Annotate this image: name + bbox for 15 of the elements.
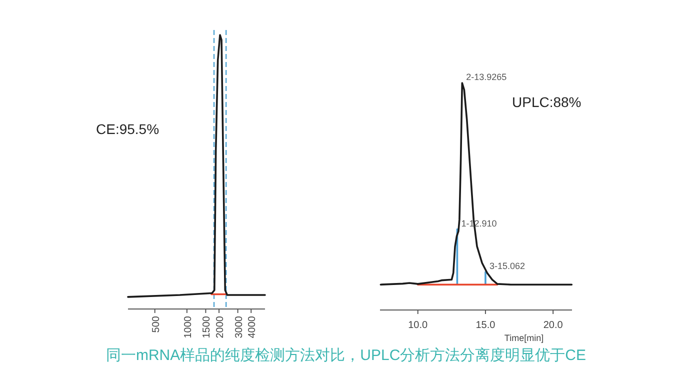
x-axis-title: Time[min] bbox=[504, 333, 544, 343]
x-tick-label: 3000 bbox=[234, 316, 245, 338]
x-tick-label: 1000 bbox=[182, 316, 194, 338]
annotation: CE:95.5% bbox=[96, 121, 160, 137]
x-tick-label: 20.0 bbox=[543, 320, 564, 331]
x-tick-label: 15.0 bbox=[476, 320, 496, 331]
x-tick-label: 500 bbox=[150, 316, 162, 333]
x-tick-label: 10.0 bbox=[408, 320, 428, 331]
annotation: 2-13.9265 bbox=[466, 72, 507, 82]
x-tick-label: 1500 bbox=[202, 316, 213, 338]
x-tick-label: 2000 bbox=[215, 316, 226, 338]
text: 同一mRNA样品的纯度检测方法对比，UPLC分析方法分离度明显优于CE bbox=[106, 347, 586, 364]
annotation: 3-15.062 bbox=[489, 261, 525, 271]
annotation: UPLC:88% bbox=[512, 94, 582, 110]
x-tick-label: 4000 bbox=[247, 316, 258, 338]
